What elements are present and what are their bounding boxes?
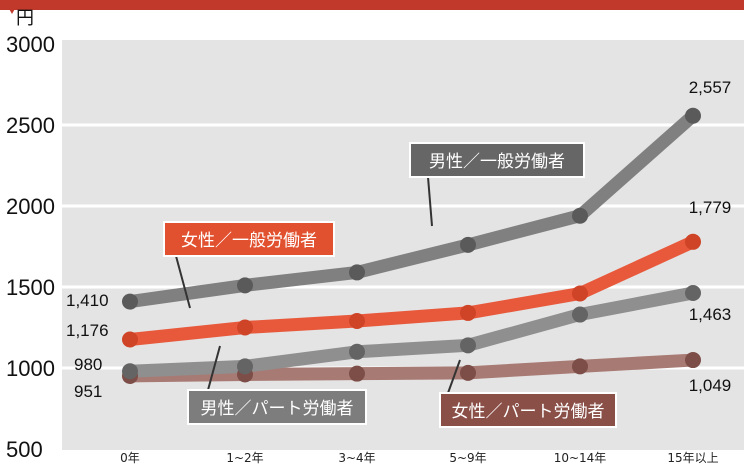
first-label-s3: 951 — [74, 382, 102, 401]
point-s0-2 — [349, 264, 365, 281]
series-line-1 — [123, 235, 700, 346]
point-s2-3 — [460, 337, 476, 354]
point-s3-2 — [349, 365, 365, 382]
point-s1-3 — [460, 304, 476, 321]
series-line-0 — [123, 109, 700, 309]
x-tick-1: 1~2年 — [226, 451, 263, 465]
y-tick-500: 500 — [6, 437, 43, 462]
leader-line-s3 — [447, 359, 461, 394]
point-s0-3 — [460, 236, 476, 253]
leader-line-s2 — [207, 345, 221, 391]
point-s1-1 — [237, 319, 253, 336]
last-label-s1: 1,779 — [689, 198, 732, 217]
last-label-s0: 2,557 — [689, 78, 732, 97]
point-s0-0 — [122, 293, 138, 310]
leader-line-s0 — [427, 176, 433, 227]
leader-line-s1 — [175, 255, 191, 309]
series-box-s1 — [163, 221, 335, 257]
point-s3-3 — [460, 364, 476, 381]
data-labels: 1,410 2,557 1,176 1,779 980 1,463 951 1,049 — [66, 78, 731, 401]
last-label-s3: 1,049 — [689, 376, 732, 395]
point-s2-0 — [122, 363, 138, 380]
series-box-s0 — [409, 142, 585, 178]
x-tick-5: 15年以上 — [667, 451, 718, 465]
point-s2-1 — [237, 358, 253, 375]
point-s0-1 — [237, 277, 253, 294]
point-s2-2 — [349, 343, 365, 360]
series-line-3 — [123, 353, 700, 383]
x-tick-2: 3~4年 — [338, 451, 375, 465]
series-name-s2: 男性／パート労働者 — [201, 399, 354, 419]
point-s0-4 — [572, 207, 588, 224]
series-line-2 — [123, 286, 700, 378]
series-name-s1: 女性／一般労働者 — [181, 231, 317, 251]
point-s1-0 — [122, 331, 138, 348]
x-tick-3: 5~9年 — [449, 451, 486, 465]
x-axis-ticks: 0年 1~2年 3~4年 5~9年 10~14年 15年以上 — [120, 451, 718, 465]
x-tick-0: 0年 — [120, 451, 140, 465]
point-s0-5 — [685, 107, 701, 124]
x-tick-4: 10~14年 — [554, 451, 607, 465]
y-axis-ticks: 3000 2500 2000 1500 1000 500 — [6, 32, 55, 462]
point-s1-5 — [685, 233, 701, 250]
first-label-s2: 980 — [74, 355, 102, 374]
first-label-s1: 1,176 — [66, 321, 109, 340]
point-s2-4 — [572, 306, 588, 323]
series-points — [122, 107, 701, 384]
y-tick-1000: 1000 — [6, 356, 55, 381]
y-tick-2500: 2500 — [6, 113, 55, 138]
series-box-s3 — [439, 392, 617, 428]
series-name-s3: 女性／パート労働者 — [452, 402, 605, 422]
point-s2-5 — [685, 284, 701, 301]
y-unit-label: 円 — [16, 8, 34, 29]
y-tick-2000: 2000 — [6, 194, 55, 219]
point-s1-2 — [349, 313, 365, 330]
series-lines — [123, 109, 700, 383]
series-name-s0: 男性／一般労働者 — [429, 152, 565, 172]
y-tick-1500: 1500 — [6, 275, 55, 300]
header-band — [0, 0, 744, 14]
first-label-s0: 1,410 — [66, 291, 109, 310]
y-tick-3000: 3000 — [6, 32, 55, 57]
last-label-s2: 1,463 — [689, 305, 732, 324]
point-s3-5 — [685, 352, 701, 369]
series-box-s2 — [187, 389, 367, 425]
point-s1-4 — [572, 285, 588, 302]
point-s3-4 — [572, 358, 588, 375]
